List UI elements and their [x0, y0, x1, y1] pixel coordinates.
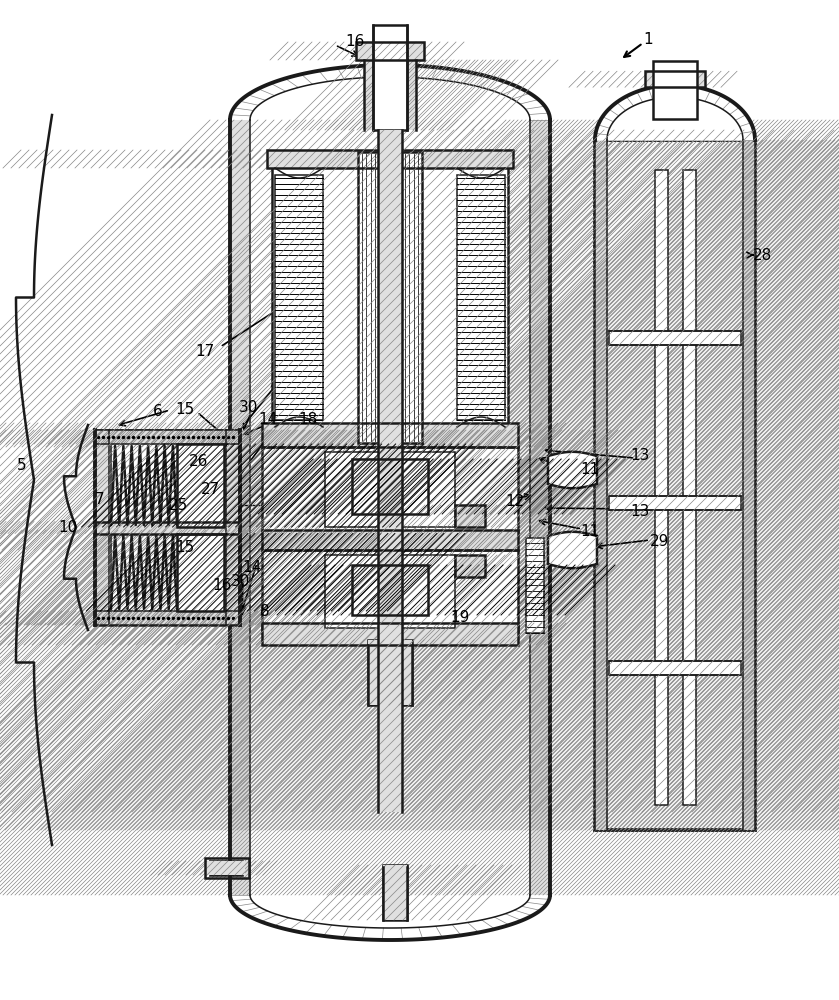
Bar [407, 60, 416, 130]
Text: 18: 18 [299, 412, 318, 428]
Text: 28: 28 [753, 247, 772, 262]
Bar [645, 71, 705, 87]
Text: 1: 1 [644, 32, 653, 47]
Bar [262, 623, 518, 645]
Text: 11: 11 [581, 462, 600, 478]
Text: 11: 11 [581, 524, 600, 540]
Text: 13: 13 [630, 504, 649, 520]
Bar [595, 140, 755, 830]
Bar [595, 140, 607, 830]
Text: 15: 15 [175, 402, 195, 418]
Text: 13: 13 [630, 448, 649, 462]
Bar [95, 430, 109, 625]
Text: 16: 16 [346, 34, 365, 49]
Text: 27: 27 [201, 483, 220, 497]
Bar [95, 430, 240, 444]
Text: 10: 10 [59, 520, 78, 536]
Bar [352, 565, 428, 615]
Bar [356, 42, 424, 60]
Bar [368, 640, 412, 705]
Text: 15: 15 [175, 540, 195, 556]
Bar [95, 611, 240, 625]
Bar [177, 534, 224, 611]
Bar [368, 640, 412, 705]
Bar [609, 496, 741, 510]
Bar [383, 865, 407, 920]
Bar [455, 555, 485, 577]
Bar [95, 430, 240, 625]
Bar [743, 140, 755, 830]
Bar [230, 120, 250, 895]
Polygon shape [230, 895, 550, 940]
Bar [95, 430, 240, 444]
Polygon shape [548, 532, 597, 568]
Bar [205, 858, 249, 878]
Bar [530, 120, 550, 895]
Bar [325, 555, 455, 628]
Text: 29: 29 [650, 534, 670, 550]
Bar [325, 452, 455, 527]
Polygon shape [595, 85, 755, 140]
Bar [272, 160, 508, 435]
Bar [653, 61, 697, 119]
Bar [352, 459, 428, 514]
Bar [262, 530, 518, 550]
Bar [226, 430, 240, 625]
Bar [205, 861, 245, 875]
Bar [230, 120, 550, 895]
Bar [455, 505, 485, 527]
Text: 14: 14 [242, 560, 262, 576]
Text: 30: 30 [238, 400, 258, 416]
Text: 6: 6 [154, 404, 163, 420]
Bar [373, 25, 407, 130]
Bar [262, 447, 518, 532]
Bar [455, 505, 485, 527]
Bar [95, 611, 240, 625]
Bar [262, 423, 518, 447]
Bar [455, 555, 485, 577]
Bar [95, 522, 240, 534]
Bar [177, 444, 224, 527]
Bar [609, 661, 741, 675]
Bar [267, 150, 513, 168]
Bar [262, 550, 518, 633]
Bar [526, 538, 544, 633]
Polygon shape [230, 65, 550, 120]
Bar [267, 150, 513, 168]
Text: 7: 7 [95, 492, 105, 508]
Bar [275, 175, 323, 420]
Bar [95, 522, 240, 534]
Text: 12: 12 [505, 494, 524, 510]
Text: 25: 25 [169, 497, 188, 512]
Bar [352, 565, 428, 615]
Bar [358, 152, 422, 443]
Bar [457, 175, 505, 420]
Bar [262, 423, 518, 447]
Bar [683, 170, 696, 805]
Bar [364, 60, 373, 130]
Bar [655, 170, 668, 805]
Text: 8: 8 [260, 604, 270, 619]
Bar [645, 71, 705, 87]
Text: 17: 17 [195, 344, 215, 360]
Bar [210, 861, 242, 875]
Bar [609, 331, 741, 345]
Text: 30: 30 [231, 574, 250, 589]
Text: 16: 16 [212, 578, 232, 592]
Bar [262, 530, 518, 550]
Text: 5: 5 [17, 458, 27, 473]
Text: 14: 14 [258, 412, 278, 428]
Bar [356, 42, 424, 60]
Polygon shape [548, 452, 597, 488]
Bar [352, 459, 428, 514]
Bar [177, 534, 224, 611]
Text: 26: 26 [189, 454, 208, 470]
Bar [177, 444, 224, 527]
Bar [378, 130, 402, 812]
Bar [383, 865, 407, 920]
Text: 19: 19 [451, 609, 470, 624]
Bar [262, 623, 518, 645]
